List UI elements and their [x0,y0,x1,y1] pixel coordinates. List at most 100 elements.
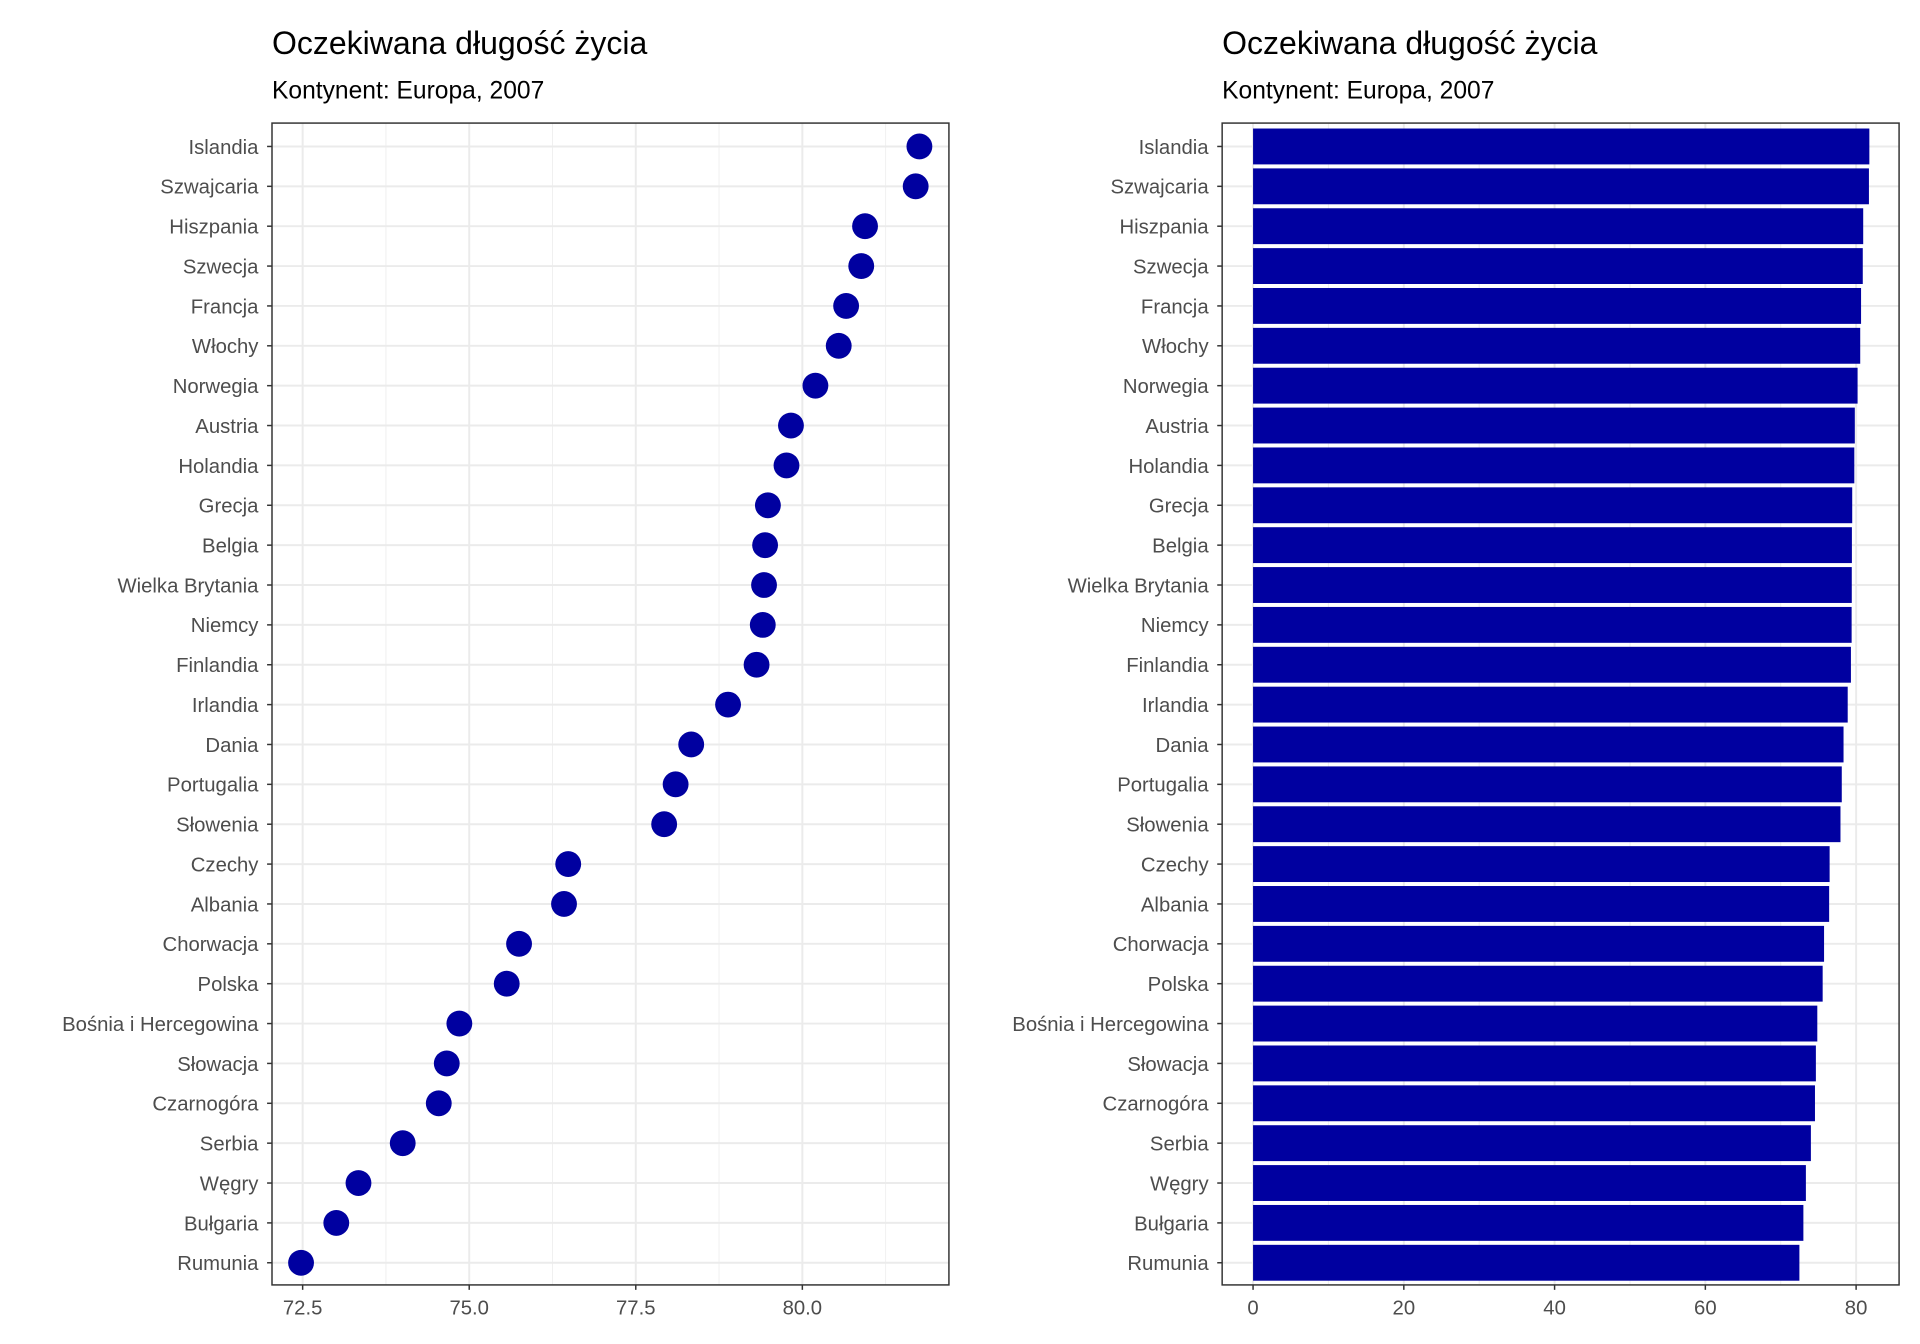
data-bar [1253,766,1842,803]
y-tick-label: Czechy [1141,854,1210,876]
data-bar [1253,646,1851,683]
y-tick-label: Austria [195,416,259,438]
y-tick-label: Bośnia i Hercegowina [62,1014,259,1036]
y-tick-label: Włochy [1142,336,1209,358]
data-point [751,572,777,598]
data-bar [1253,886,1830,922]
y-tick-label: Polska [1148,974,1210,996]
data-point [425,1090,452,1117]
data-point [288,1249,314,1276]
data-bar [1253,1045,1816,1082]
y-tick-label: Słowacja [177,1054,259,1076]
y-tick-label: Włochy [192,336,259,358]
x-tick-label: 60 [1694,1297,1717,1319]
data-point [825,332,852,359]
y-tick-label: Wielka Brytania [117,575,259,597]
data-bar [1253,527,1852,564]
data-point [678,731,705,758]
data-point [662,771,689,798]
data-bar [1253,846,1830,883]
data-point [902,173,929,200]
y-tick-label: Bułgaria [184,1213,259,1235]
y-tick-label: Austria [1145,416,1209,438]
data-bar [1253,925,1825,962]
y-tick-label: Szwecja [183,256,259,278]
y-tick-label: Bułgaria [1134,1213,1209,1235]
data-bar [1253,1125,1811,1162]
y-tick-label: Islandia [188,137,259,159]
y-tick-label: Dania [1156,735,1210,757]
y-tick-label: Polska [198,974,260,996]
y-tick-label: Rumunia [1127,1253,1209,1275]
panel-border [271,122,950,1286]
data-bar [1253,726,1844,763]
y-tick-label: Chorwacja [1113,934,1210,956]
y-tick-label: Norwegia [1123,376,1209,398]
y-tick-label: Norwegia [173,376,259,398]
y-tick-label: Holandia [178,456,259,478]
data-point [551,891,577,917]
data-point [752,532,779,559]
data-point [555,851,582,878]
data-point [833,293,860,319]
y-tick-label: Słowenia [1126,815,1209,837]
data-point [433,1050,460,1077]
y-tick-label: Niemcy [191,615,260,637]
data-point [848,253,875,279]
data-point [754,492,781,519]
y-tick-label: Szwajcaria [160,177,259,199]
y-tick-label: Serbia [1150,1134,1209,1156]
y-tick-label: Niemcy [1141,615,1210,637]
chart-subtitle: Kontynent: Europa, 2007 [1222,77,1494,104]
y-tick-label: Czarnogóra [152,1094,259,1116]
y-tick-label: Słowenia [176,815,259,837]
chart-title: Oczekiwana długość życia [1222,25,1597,61]
data-point [802,372,829,399]
y-tick-label: Szwajcaria [1110,177,1209,199]
chart-title: Oczekiwana długość życia [272,25,647,61]
data-bar [1253,287,1862,324]
data-bar [1253,606,1852,643]
y-tick-label: Grecja [1149,496,1209,518]
y-tick-label: Islandia [1139,137,1210,159]
y-tick-label: Portugalia [167,775,259,797]
x-tick-label: 40 [1543,1297,1566,1319]
data-bar [1253,407,1855,444]
data-point [778,412,804,439]
data-point [323,1209,350,1236]
chart-subtitle: Kontynent: Europa, 2007 [272,77,544,104]
x-tick-label: 80.0 [783,1297,823,1319]
data-point [345,1170,372,1196]
data-point [651,811,678,838]
data-bar [1253,1165,1806,1201]
x-tick-label: 80 [1845,1297,1868,1319]
data-bar [1253,1244,1800,1281]
y-tick-label: Czechy [191,854,260,876]
data-bar [1253,1204,1804,1241]
data-point [389,1130,416,1157]
y-tick-label: Bośnia i Hercegowina [1012,1014,1209,1036]
y-tick-label: Albania [191,894,259,916]
data-bar [1253,686,1848,723]
data-point [773,452,800,479]
dot-plot-panel: Oczekiwana długość życia Kontynent: Europ… [62,25,950,1319]
data-point [852,213,878,240]
y-tick-label: Belgia [1152,536,1209,558]
data-bar [1253,806,1841,843]
y-tick-label: Finlandia [176,655,259,677]
y-tick-label: Portugalia [1117,775,1209,797]
x-tick-label: 0 [1247,1297,1258,1319]
data-bar [1253,208,1864,245]
x-tick-label: 72.5 [283,1297,323,1319]
y-tick-label: Irlandia [1142,695,1209,717]
y-tick-label: Rumunia [177,1253,259,1275]
y-tick-label: Szwecja [1133,256,1209,278]
panel-border [1221,122,1900,1286]
y-tick-label: Hiszpania [1119,217,1209,239]
y-tick-label: Francja [1141,296,1209,318]
data-bar [1253,1085,1815,1122]
data-bar [1253,327,1861,364]
data-bar [1253,128,1870,165]
data-bar [1253,965,1823,1002]
